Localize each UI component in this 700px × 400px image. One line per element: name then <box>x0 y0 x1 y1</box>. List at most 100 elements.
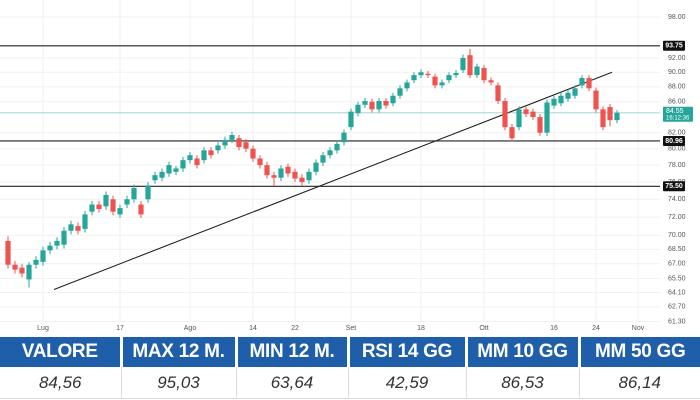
candle-body <box>103 194 109 207</box>
candle-body <box>131 187 137 200</box>
candle-body <box>390 95 396 104</box>
candle-body <box>320 155 326 163</box>
candle-body <box>516 109 522 128</box>
candle-body <box>222 139 228 146</box>
y-tick-label: 90.00 <box>668 69 686 76</box>
candle-body <box>383 101 389 106</box>
value-cell: 86,14 <box>579 367 700 399</box>
value-cell: 95,03 <box>121 367 237 399</box>
value-cell: 63,64 <box>236 367 349 399</box>
header-cell: RSI 14 GG <box>348 337 468 367</box>
chart: Lug 17 Ago 14 22 Set 18 Ott 16 24 Nov 98.00 92.00 90.… <box>0 0 693 332</box>
y-tick-label: 65.50 <box>668 275 686 282</box>
candle-body <box>376 101 382 110</box>
candle-body <box>173 168 179 172</box>
x-tick-label: Ago <box>184 325 197 332</box>
x-tick-label: Nov <box>632 325 645 332</box>
level-label-bg <box>663 135 685 146</box>
candle-body <box>166 165 172 174</box>
y-tick-label: 86.00 <box>668 99 686 106</box>
last-price-bg <box>663 106 693 122</box>
candle-body <box>614 112 620 121</box>
candle-body <box>495 85 501 102</box>
x-tick-label: 14 <box>249 325 257 332</box>
candle-body <box>572 88 578 96</box>
candle-body <box>89 204 95 212</box>
candle-body <box>264 165 270 176</box>
y-tick-label: 98.00 <box>668 14 686 21</box>
candle-body <box>432 76 438 86</box>
candle-body <box>544 102 550 133</box>
candle-body <box>355 104 361 114</box>
candle-body <box>509 127 515 139</box>
candle-body <box>61 230 67 245</box>
x-tick-label: 18 <box>417 325 425 332</box>
y-tick-label: 67.00 <box>668 261 686 268</box>
last-price-label: 84.55 <box>666 108 684 115</box>
candle-body <box>453 72 459 76</box>
candle-body <box>124 199 130 205</box>
candle-body <box>334 143 340 151</box>
x-tick-label: Set <box>346 325 357 332</box>
y-tick-label: 88.00 <box>668 84 686 91</box>
candle-body <box>362 101 368 105</box>
y-tick-label: 82.00 <box>668 130 686 137</box>
header-cell: MIN 12 M. <box>236 337 350 367</box>
candle-body <box>474 66 480 76</box>
table-values: 84,56 95,03 63,64 42,59 86,53 86,14 <box>0 367 700 399</box>
x-tick-label: Ott <box>479 325 488 332</box>
candle-body <box>369 101 375 110</box>
candle-body <box>530 111 536 118</box>
candle-body <box>40 250 46 262</box>
y-tick-label: 72.00 <box>668 214 686 221</box>
candle-body <box>138 204 144 215</box>
candle-body <box>439 82 445 86</box>
level-label-bg <box>663 40 685 51</box>
candle-body <box>257 158 263 166</box>
candle-body <box>586 78 592 89</box>
candle-body <box>467 55 473 76</box>
candle-body <box>5 240 11 265</box>
value-cell: 84,56 <box>0 367 122 399</box>
candle-body <box>600 109 606 128</box>
candle-body <box>68 224 74 231</box>
candle-body <box>348 111 354 128</box>
x-tick-label: 16 <box>550 325 558 332</box>
candle-body <box>502 101 508 128</box>
candle-body <box>19 267 25 274</box>
candle-body <box>292 171 298 179</box>
candle-body <box>306 171 312 181</box>
candle-body <box>187 155 193 161</box>
candle-body <box>558 95 564 104</box>
header-cell: VALORE <box>0 337 123 367</box>
candle-body <box>75 226 81 231</box>
candle-body <box>488 80 494 83</box>
x-tick-label: Lug <box>37 325 49 332</box>
candle-body <box>236 138 242 148</box>
y-tick-label: 68.50 <box>668 246 686 253</box>
candle-body <box>593 90 599 110</box>
candle-body <box>278 168 284 178</box>
x-tick-label: 24 <box>592 325 600 332</box>
candle-body <box>54 240 60 246</box>
candle-body <box>96 204 102 210</box>
candle-body <box>299 177 305 182</box>
candle-body <box>418 72 424 76</box>
candle-body <box>47 245 53 251</box>
candle-body <box>327 150 333 156</box>
candle-body <box>33 259 39 265</box>
y-tick-label: 80.00 <box>668 146 686 153</box>
candle-body <box>397 88 403 96</box>
candle-body <box>82 214 88 229</box>
candle-body <box>565 92 571 99</box>
level-label: 80.96 <box>665 138 683 145</box>
candle-body <box>215 145 221 151</box>
candle-body <box>446 75 452 81</box>
y-tick-label: 78.00 <box>668 162 686 169</box>
candle-body <box>26 264 32 280</box>
candle-body <box>12 264 18 270</box>
candle-body <box>537 117 543 133</box>
candle-body <box>180 160 186 169</box>
candle-body <box>159 171 165 178</box>
